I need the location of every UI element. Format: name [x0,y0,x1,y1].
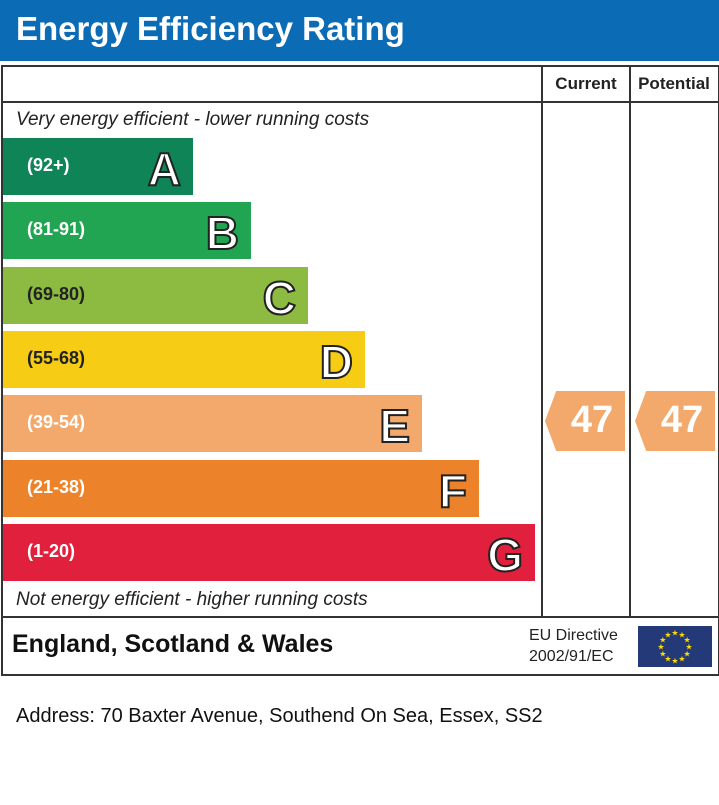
band-g: (1-20) G [3,524,535,582]
address-text: Address: 70 Baxter Avenue, Southend On S… [16,705,543,727]
band-b: (81-91) B [3,202,251,260]
current-rating-arrow: 47 [545,391,625,451]
band-e: (39-54) E [3,395,422,453]
band-letter: G [486,528,524,582]
band-range: (92+) [27,155,70,175]
column-divider [541,65,543,617]
band-range: (69-80) [27,284,86,304]
directive-line2: 2002/91/EC [529,648,614,665]
band-a: (92+) A [3,138,193,196]
band-range: (1-20) [27,541,76,561]
star-icon: ★ [684,636,691,645]
current-rating-value: 47 [570,399,614,441]
eu-flag-icon: ★ ★ ★ ★ ★ ★ ★ ★ ★ ★ ★ ★ [638,626,712,667]
band-letter: F [438,464,468,518]
current-header: Current [555,74,617,93]
title-bar [0,0,719,61]
potential-header: Potential [638,74,710,93]
band-letter: C [262,271,297,325]
band-letter: D [319,335,354,389]
star-icon: ★ [684,650,691,659]
star-icon: ★ [671,629,678,638]
band-f: (21-38) F [3,460,479,518]
region-label: England, Scotland & Wales [12,630,334,658]
potential-rating-arrow: 47 [635,391,715,451]
star-icon: ★ [671,657,678,666]
column-divider [629,65,631,617]
top-note: Very energy efficient - lower running co… [16,109,370,130]
star-icon: ★ [659,650,666,659]
band-letter: A [147,142,182,196]
band-letter: B [205,206,240,260]
star-icon: ★ [685,643,692,652]
band-c: (69-80) C [3,267,308,325]
star-icon: ★ [659,636,666,645]
directive-line1: EU Directive [529,627,618,644]
chart-title: Energy Efficiency Rating [16,10,405,47]
band-range: (21-38) [27,477,86,497]
footer-divider [1,616,718,618]
band-d: (55-68) D [3,331,365,389]
bottom-note: Not energy efficient - higher running co… [16,589,368,610]
star-icon: ★ [678,630,685,639]
band-letter: E [378,399,411,453]
star-icon: ★ [664,630,671,639]
star-icon: ★ [678,655,685,664]
potential-rating-value: 47 [660,399,704,441]
star-icon: ★ [657,643,664,652]
band-range: (81-91) [27,219,86,239]
band-range: (39-54) [27,412,86,432]
band-range: (55-68) [27,348,86,368]
star-icon: ★ [664,655,671,664]
header-divider [1,101,718,103]
